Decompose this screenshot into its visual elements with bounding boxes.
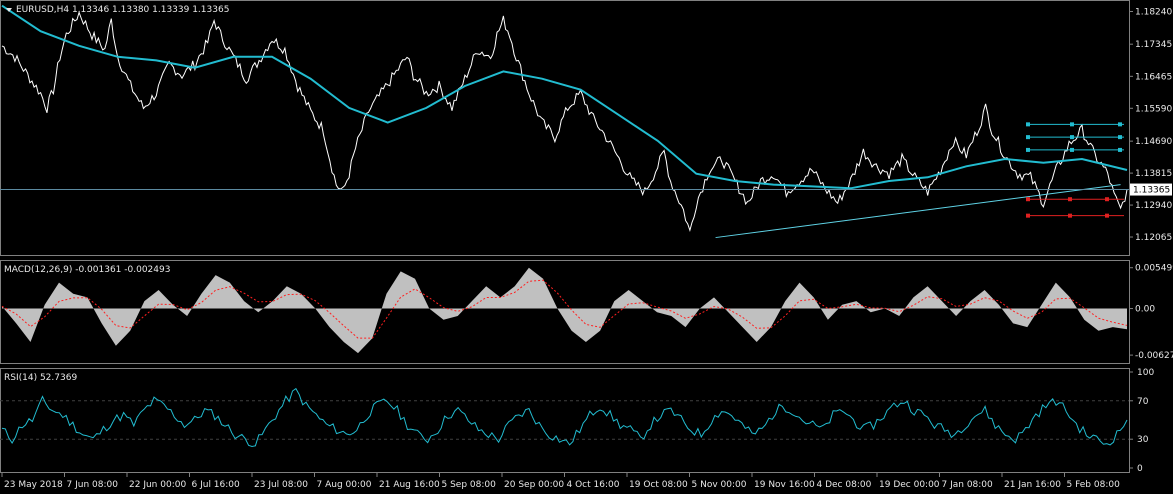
fib-cyan-anchor (1026, 135, 1030, 140)
main-y-tick-label: 1.16465 (1135, 72, 1172, 82)
fib-cyan-anchor (1118, 122, 1122, 127)
axis-layer: 1.18240 1.17345 1.16465 1.15590 1.14690 1.138… (1, 7, 1173, 490)
fib-cyan-anchor (1070, 135, 1074, 140)
macd-y-tick-label: 0.00 (1135, 305, 1155, 315)
macd-y-tick-label: 0.005499 (1135, 264, 1173, 274)
x-tick-label: 7 Jun 08:00 (67, 480, 119, 490)
rsi-y-tick-label: 100 (1137, 368, 1154, 378)
menu-triangle-icon[interactable] (6, 8, 12, 12)
x-tick-label: 22 Jun 00:00 (129, 480, 186, 490)
main-price-layer (0, 4, 1129, 239)
x-tick-label: 4 Dec 08:00 (817, 480, 872, 490)
x-tick-label: 5 Sep 08:00 (442, 480, 497, 490)
rsi-pane[interactable] (0, 368, 1130, 473)
fib-cyan-anchor (1118, 147, 1122, 152)
x-tick-label: 6 Jul 16:00 (192, 480, 241, 490)
rsi-header: RSI(14) 52.7369 (4, 373, 77, 383)
main-y-tick-label: 1.12940 (1135, 201, 1172, 211)
main-pane[interactable] (0, 0, 1130, 256)
x-tick-label: 23 Jul 08:00 (254, 480, 308, 490)
fib-red-anchor (1068, 213, 1072, 218)
x-tick-label: 19 Nov 16:00 (754, 480, 815, 490)
x-tick-label: 19 Dec 00:00 (879, 480, 940, 490)
fib-red-anchor (1068, 197, 1072, 202)
fib-red-anchor (1105, 197, 1109, 202)
trendline (715, 184, 1121, 239)
main-y-tick-label: 1.12065 (1135, 233, 1172, 243)
moving-average-line (1, 4, 1128, 190)
main-y-tick-label: 1.18240 (1135, 7, 1172, 17)
macd-layer (1, 267, 1128, 354)
x-tick-label: 21 Jan 16:00 (1004, 480, 1061, 490)
main-y-tick-label: 1.13815 (1135, 169, 1172, 179)
x-tick-label: 23 May 2018 (4, 480, 63, 490)
x-tick-label: 5 Nov 00:00 (692, 480, 747, 490)
main-y-tick-label: 1.15590 (1135, 104, 1172, 114)
x-tick-label: 7 Jan 08:00 (942, 480, 994, 490)
fib-red-anchor (1105, 213, 1109, 218)
macd-y-tick-label: -0.006272 (1135, 351, 1173, 361)
fib-cyan-anchor (1070, 122, 1074, 127)
rsi-y-tick-label: 70 (1137, 397, 1149, 407)
x-tick-label: 19 Oct 08:00 (629, 480, 688, 490)
fib-cyan-anchor (1070, 147, 1074, 152)
rsi-y-tick-label: 30 (1137, 435, 1149, 445)
fib-red-anchor (1026, 213, 1030, 218)
fib-cyan-anchor (1026, 147, 1030, 152)
macd-histogram (2, 267, 1127, 354)
rsi-line (1, 387, 1128, 448)
x-tick-label: 21 Aug 16:00 (379, 480, 440, 490)
macd-signal-line (1, 279, 1128, 339)
rsi-layer (0, 387, 1129, 448)
fib-cyan-anchor (1118, 135, 1122, 140)
main-y-tick-label: 1.14690 (1135, 137, 1172, 147)
x-tick-label: 4 Oct 16:00 (567, 480, 620, 490)
rsi-y-tick-label: 0 (1137, 464, 1143, 474)
macd-header: MACD(12,26,9) -0.001361 -0.002493 (4, 265, 170, 275)
main-y-tick-label: 1.17345 (1135, 40, 1172, 50)
current-price-badge (1130, 183, 1172, 196)
fib-red-anchor (1026, 197, 1030, 202)
current-price-label: 1.13365 (1133, 186, 1170, 196)
x-tick-label: 20 Sep 00:00 (504, 480, 564, 490)
x-tick-label: 7 Aug 00:00 (317, 480, 372, 490)
x-tick-label: 5 Feb 08:00 (1067, 480, 1121, 490)
main-header: EURUSD,H4 1.13346 1.13380 1.13339 1.1336… (16, 5, 229, 15)
fib-cyan-anchor (1026, 122, 1030, 127)
